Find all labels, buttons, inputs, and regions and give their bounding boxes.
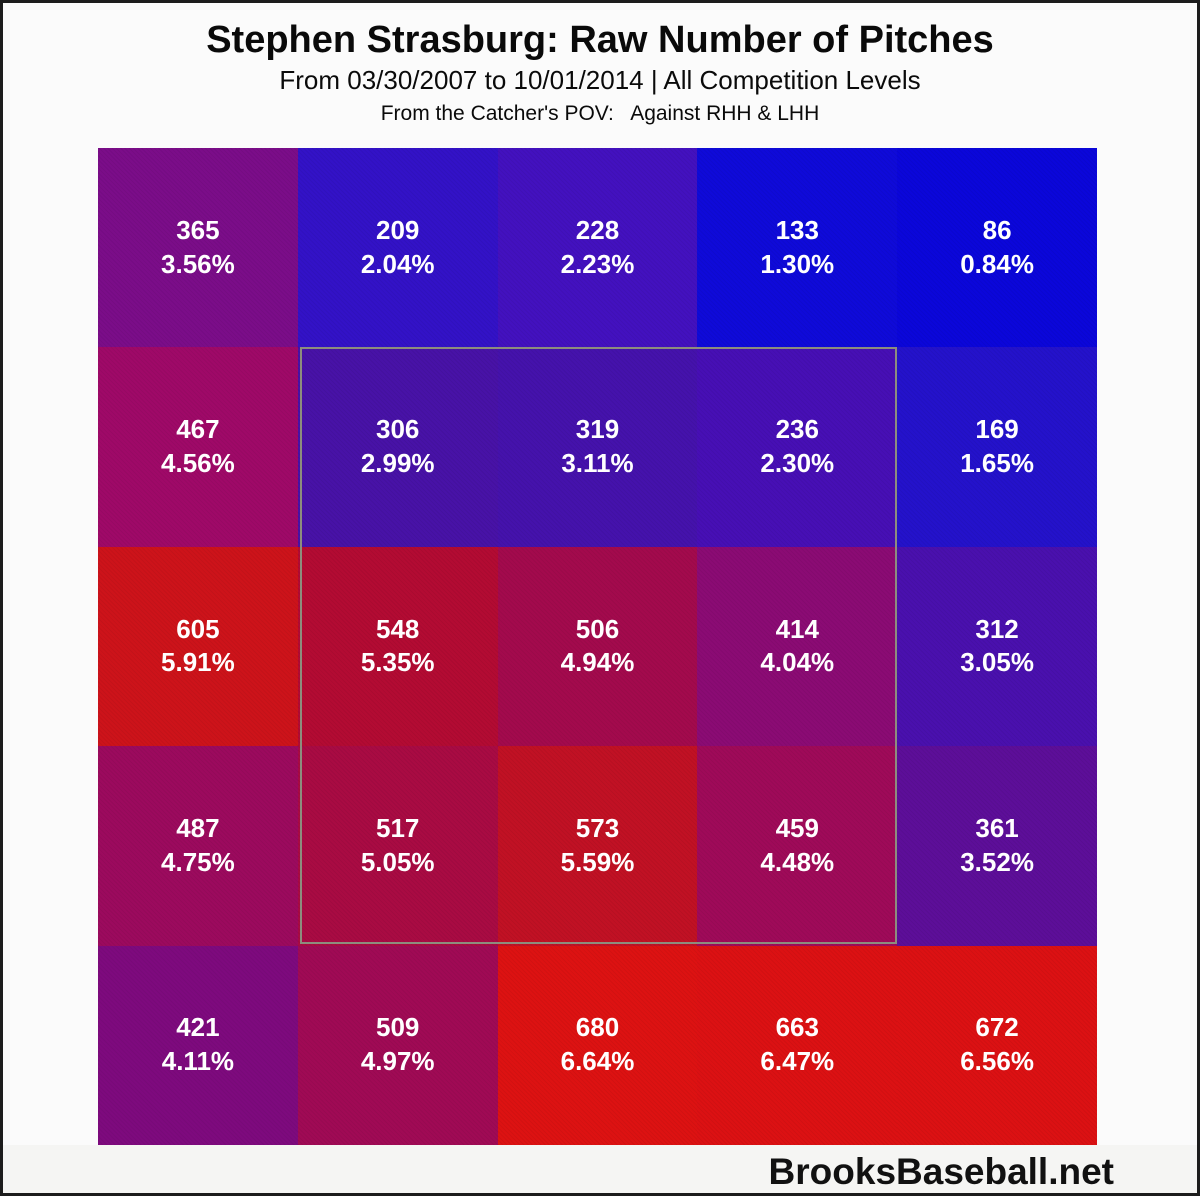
zone-pct: 4.94% <box>560 647 635 678</box>
zone-count: 506 <box>575 613 620 644</box>
zone-pct: 5.05% <box>360 846 435 877</box>
zone-cell: 365 3.56% <box>98 148 298 348</box>
zone-cell: 680 6.64% <box>497 945 698 1145</box>
chart-title: Stephen Strasburg: Raw Number of Pitches <box>206 19 994 61</box>
zone-cell: 228 2.23% <box>497 148 698 348</box>
zone-count: 209 <box>376 214 420 245</box>
zone-pct: 4.75% <box>161 846 235 877</box>
zone-count: 509 <box>376 1012 420 1043</box>
zone-pct: 3.52% <box>960 846 1034 877</box>
zone-pct: 3.05% <box>960 647 1034 678</box>
zone-count: 680 <box>575 1012 620 1043</box>
zone-count: 319 <box>575 414 620 445</box>
zone-pct: 3.11% <box>561 448 634 479</box>
zone-pct: 4.11% <box>161 1046 235 1077</box>
brooksbaseball-watermark: BrooksBaseball.net <box>768 1151 1114 1192</box>
zone-count: 169 <box>975 414 1019 445</box>
heatmap-grid: 365 3.56% 209 2.04% 228 2.23% 133 1.30% 86 0.84% 4… <box>98 148 1097 1145</box>
zone-count: 361 <box>975 813 1019 844</box>
zone-cell: 663 6.47% <box>697 945 898 1145</box>
zone-cell: 672 6.56% <box>897 945 1097 1145</box>
chart-header: Stephen Strasburg: Raw Number of Pitches… <box>0 0 1200 124</box>
zone-count: 228 <box>575 214 620 245</box>
zone-cell: 509 4.97% <box>297 945 498 1145</box>
zone-pct: 2.04% <box>360 248 435 279</box>
zone-count: 421 <box>176 1012 220 1043</box>
zone-pct: 5.91% <box>161 647 235 678</box>
zone-count: 414 <box>775 613 819 644</box>
zone-cell: 361 3.52% <box>897 746 1097 946</box>
zone-pct: 6.47% <box>760 1046 835 1077</box>
zone-pct: 2.99% <box>360 448 435 479</box>
zone-pct: 4.04% <box>760 647 835 678</box>
zone-cell: 506 4.94% <box>497 546 698 747</box>
zone-cell: 306 2.99% <box>297 347 498 547</box>
zone-cell: 169 1.65% <box>897 347 1097 547</box>
zone-cell: 86 0.84% <box>897 148 1097 348</box>
zone-cell: 414 4.04% <box>697 546 898 747</box>
zone-cell: 312 3.05% <box>897 546 1097 747</box>
zone-count: 365 <box>176 214 220 245</box>
zone-cell: 487 4.75% <box>98 746 298 946</box>
zone-cell: 459 4.48% <box>697 746 898 946</box>
zone-count: 86 <box>982 214 1012 245</box>
zone-pct: 4.56% <box>161 448 235 479</box>
zone-cell: 605 5.91% <box>98 546 298 747</box>
zone-pct: 0.84% <box>960 248 1034 279</box>
zone-cell: 209 2.04% <box>297 148 498 348</box>
zone-count: 133 <box>775 214 819 245</box>
zone-cell: 548 5.35% <box>297 546 498 747</box>
footer-band: BrooksBaseball.net <box>0 1145 1200 1196</box>
zone-count: 517 <box>376 813 420 844</box>
zone-count: 236 <box>775 414 819 445</box>
zone-pct: 2.30% <box>760 448 835 479</box>
chart-pov-line: From the Catcher's POV: Against RHH & LH… <box>380 102 820 125</box>
zone-cell: 236 2.30% <box>697 347 898 547</box>
zone-pct: 6.56% <box>960 1046 1034 1077</box>
zone-pct: 1.30% <box>760 248 835 279</box>
zone-pct: 6.64% <box>560 1046 635 1077</box>
zone-count: 663 <box>775 1012 819 1043</box>
zone-count: 573 <box>575 813 620 844</box>
zone-cell: 517 5.05% <box>297 746 498 946</box>
zone-count: 487 <box>176 813 220 844</box>
zone-count: 306 <box>376 414 420 445</box>
zone-count: 548 <box>376 613 420 644</box>
zone-count: 312 <box>975 613 1019 644</box>
zone-cell: 421 4.11% <box>98 945 298 1145</box>
zone-count: 605 <box>176 613 220 644</box>
zone-pct: 4.48% <box>760 846 835 877</box>
zone-pct: 4.97% <box>360 1046 435 1077</box>
zone-pct: 5.35% <box>360 647 435 678</box>
zone-pct: 1.65% <box>960 448 1034 479</box>
zone-count: 467 <box>176 414 220 445</box>
zone-count: 459 <box>775 813 819 844</box>
zone-pct: 2.23% <box>560 248 635 279</box>
zone-count: 672 <box>975 1012 1019 1043</box>
zone-cell: 133 1.30% <box>697 148 898 348</box>
zone-pct: 5.59% <box>560 846 635 877</box>
chart-subtitle: From 03/30/2007 to 10/01/2014 | All Comp… <box>279 65 921 95</box>
zone-cell: 319 3.11% <box>497 347 698 547</box>
zone-cell: 467 4.56% <box>98 347 298 547</box>
zone-pct: 3.56% <box>161 248 235 279</box>
zone-cell: 573 5.59% <box>497 746 698 946</box>
